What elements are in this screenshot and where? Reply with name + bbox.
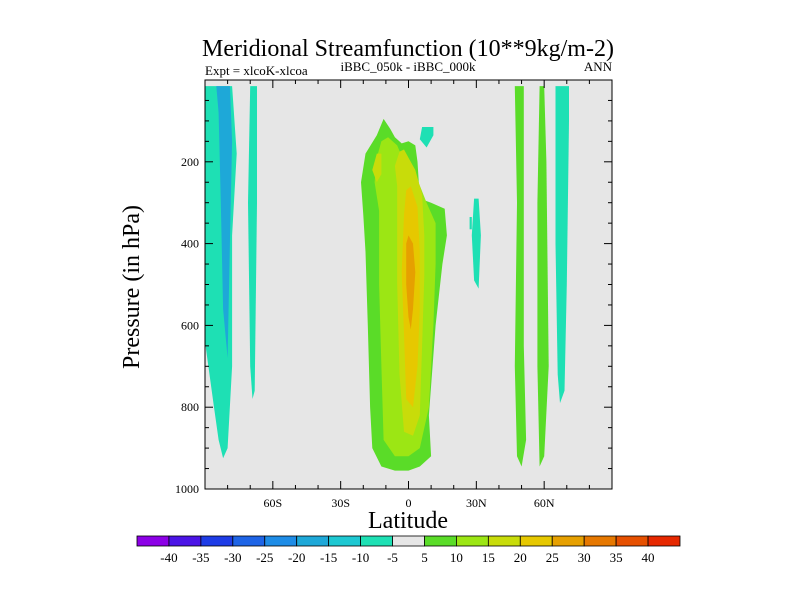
colorbar-box-11 bbox=[487, 535, 521, 547]
colorbar-label-7: -5 bbox=[387, 550, 398, 565]
colorbar-box-6 bbox=[328, 535, 361, 547]
contour-region-12 bbox=[372, 153, 382, 183]
colorbar-label-15: 40 bbox=[642, 550, 655, 565]
contour-region-6 bbox=[555, 86, 569, 404]
subtitle-left: Expt = xlcoK-xlcoa bbox=[205, 63, 308, 78]
contour-region-8 bbox=[514, 86, 527, 467]
contour-region-4 bbox=[471, 198, 481, 289]
subtitle-center: iBBC_050k - iBBC_000k bbox=[340, 59, 476, 74]
colorbar-label-6: -10 bbox=[352, 550, 369, 565]
colorbar-box-14 bbox=[583, 535, 617, 547]
colorbar-box-3 bbox=[232, 535, 266, 547]
colorbar-box-7 bbox=[360, 535, 393, 547]
x-tick-label-4: 60N bbox=[534, 496, 555, 510]
contour-region-5 bbox=[469, 217, 472, 230]
colorbar: -40 -35 -30 -25 -20 -15 -10 -5 5 10 15 20 25 30 35 40 bbox=[136, 535, 681, 565]
colorbar-label-8: 5 bbox=[421, 550, 428, 565]
x-tick-label-2: 0 bbox=[406, 496, 412, 510]
subtitle-right: ANN bbox=[584, 59, 613, 74]
y-axis-ticks: 200 400 600 800 1000 bbox=[175, 99, 612, 496]
x-tick-label-0: 60S bbox=[263, 496, 282, 510]
colorbar-label-14: 35 bbox=[610, 550, 623, 565]
contour-region-2 bbox=[216, 86, 233, 359]
contour-region-14 bbox=[406, 235, 416, 330]
colorbar-label-1: -35 bbox=[192, 550, 209, 565]
colorbar-box-13 bbox=[551, 535, 585, 547]
colorbar-label-10: 15 bbox=[482, 550, 495, 565]
contour-region-1 bbox=[248, 86, 257, 399]
colorbar-box-12 bbox=[519, 535, 553, 547]
contour-region-3 bbox=[419, 127, 434, 148]
colorbar-box-8 bbox=[392, 535, 425, 547]
x-tick-label-1: 30S bbox=[331, 496, 350, 510]
colorbar-label-5: -15 bbox=[320, 550, 337, 565]
chart-title: Meridional Streamfunction (10**9kg/m-2) bbox=[202, 36, 614, 62]
colorbar-label-0: -40 bbox=[160, 550, 177, 565]
colorbar-box-1 bbox=[168, 535, 202, 547]
colorbar-label-9: 10 bbox=[450, 550, 463, 565]
colorbar-box-4 bbox=[264, 535, 298, 547]
colorbar-label-3: -25 bbox=[256, 550, 273, 565]
colorbar-box-15 bbox=[615, 535, 649, 547]
colorbar-label-4: -20 bbox=[288, 550, 305, 565]
colorbar-label-12: 25 bbox=[546, 550, 559, 565]
y-tick-label-2: 600 bbox=[181, 318, 199, 332]
colorbar-box-2 bbox=[200, 535, 234, 547]
y-tick-label-1: 400 bbox=[181, 237, 199, 251]
colorbar-label-2: -30 bbox=[224, 550, 241, 565]
x-axis-label: Latitude bbox=[368, 508, 448, 534]
colorbar-box-16 bbox=[647, 535, 681, 547]
colorbar-box-10 bbox=[456, 535, 489, 547]
colorbar-box-5 bbox=[296, 535, 330, 547]
colorbar-label-11: 20 bbox=[514, 550, 527, 565]
y-tick-label-3: 800 bbox=[181, 400, 199, 414]
x-tick-label-3: 30N bbox=[466, 496, 487, 510]
colorbar-label-13: 30 bbox=[578, 550, 591, 565]
y-tick-label-0: 200 bbox=[181, 155, 199, 169]
contour-regions bbox=[205, 86, 569, 471]
y-axis-label: Pressure (in hPa) bbox=[119, 205, 145, 369]
colorbar-box-0 bbox=[136, 535, 170, 547]
y-tick-label-4: 1000 bbox=[175, 482, 199, 496]
colorbar-box-9 bbox=[424, 535, 457, 547]
x-axis-ticks: 60S 30S 0 30N 60N bbox=[227, 80, 590, 510]
contour-region-9 bbox=[537, 86, 549, 467]
